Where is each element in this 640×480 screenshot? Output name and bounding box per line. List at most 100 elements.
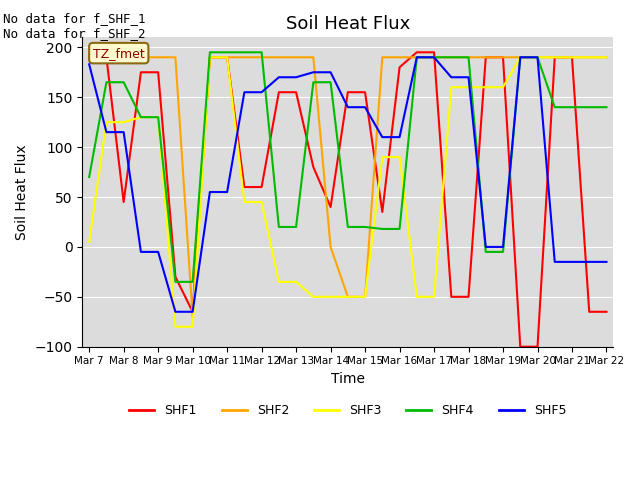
SHF3 bbox=[85, 239, 93, 245]
SHF3 bbox=[223, 54, 231, 60]
SHF1 bbox=[551, 54, 559, 60]
SHF1 bbox=[361, 89, 369, 95]
SHF4 bbox=[603, 104, 611, 110]
SHF5 bbox=[292, 74, 300, 80]
SHF5 bbox=[102, 129, 110, 135]
SHF1 bbox=[516, 344, 524, 349]
SHF4 bbox=[534, 54, 541, 60]
SHF4 bbox=[413, 54, 420, 60]
SHF5 bbox=[447, 74, 455, 80]
SHF5 bbox=[378, 134, 386, 140]
SHF2 bbox=[447, 54, 455, 60]
SHF5 bbox=[413, 54, 420, 60]
Line: SHF1: SHF1 bbox=[89, 52, 607, 347]
SHF1 bbox=[154, 70, 162, 75]
SHF2 bbox=[206, 54, 214, 60]
SHF4 bbox=[447, 54, 455, 60]
SHF2 bbox=[172, 54, 179, 60]
SHF2 bbox=[85, 54, 93, 60]
SHF3 bbox=[396, 154, 403, 160]
SHF5 bbox=[206, 189, 214, 195]
SHF2 bbox=[396, 54, 403, 60]
SHF2 bbox=[344, 294, 351, 300]
SHF5 bbox=[396, 134, 403, 140]
SHF1 bbox=[603, 309, 611, 315]
SHF1 bbox=[534, 344, 541, 349]
SHF5 bbox=[120, 129, 127, 135]
SHF3 bbox=[482, 84, 490, 90]
SHF4 bbox=[275, 224, 283, 230]
SHF1 bbox=[378, 209, 386, 215]
SHF2 bbox=[327, 244, 335, 250]
SHF4 bbox=[241, 49, 248, 55]
SHF3 bbox=[120, 120, 127, 125]
SHF3 bbox=[206, 54, 214, 60]
SHF5 bbox=[499, 244, 507, 250]
Legend: SHF1, SHF2, SHF3, SHF4, SHF5: SHF1, SHF2, SHF3, SHF4, SHF5 bbox=[124, 399, 572, 422]
SHF1 bbox=[430, 49, 438, 55]
SHF3 bbox=[344, 294, 351, 300]
SHF5 bbox=[258, 89, 266, 95]
SHF4 bbox=[258, 49, 266, 55]
SHF2 bbox=[361, 294, 369, 300]
SHF1 bbox=[586, 309, 593, 315]
SHF2 bbox=[189, 314, 196, 320]
SHF4 bbox=[223, 49, 231, 55]
SHF1 bbox=[482, 54, 490, 60]
SHF1 bbox=[206, 54, 214, 60]
Line: SHF5: SHF5 bbox=[89, 57, 607, 312]
SHF4 bbox=[206, 49, 214, 55]
SHF5 bbox=[534, 54, 541, 60]
SHF1 bbox=[310, 164, 317, 170]
SHF1 bbox=[241, 184, 248, 190]
SHF3 bbox=[465, 84, 472, 90]
SHF5 bbox=[172, 309, 179, 315]
SHF2 bbox=[499, 54, 507, 60]
SHF3 bbox=[516, 54, 524, 60]
SHF3 bbox=[361, 294, 369, 300]
SHF3 bbox=[137, 114, 145, 120]
SHF5 bbox=[154, 249, 162, 255]
SHF5 bbox=[275, 74, 283, 80]
SHF4 bbox=[586, 104, 593, 110]
SHF2 bbox=[603, 54, 611, 60]
SHF2 bbox=[310, 54, 317, 60]
SHF4 bbox=[327, 79, 335, 85]
SHF1 bbox=[102, 54, 110, 60]
Line: SHF4: SHF4 bbox=[89, 52, 607, 282]
SHF5 bbox=[603, 259, 611, 265]
SHF5 bbox=[85, 61, 93, 67]
SHF3 bbox=[534, 54, 541, 60]
SHF2 bbox=[102, 54, 110, 60]
SHF3 bbox=[430, 294, 438, 300]
SHF3 bbox=[378, 154, 386, 160]
SHF2 bbox=[534, 54, 541, 60]
SHF4 bbox=[85, 174, 93, 180]
SHF3 bbox=[102, 120, 110, 125]
SHF4 bbox=[154, 114, 162, 120]
SHF2 bbox=[413, 54, 420, 60]
SHF3 bbox=[310, 294, 317, 300]
SHF2 bbox=[258, 54, 266, 60]
X-axis label: Time: Time bbox=[331, 372, 365, 386]
SHF5 bbox=[568, 259, 576, 265]
SHF1 bbox=[499, 54, 507, 60]
SHF4 bbox=[378, 226, 386, 232]
SHF5 bbox=[223, 189, 231, 195]
SHF3 bbox=[568, 54, 576, 60]
SHF3 bbox=[241, 199, 248, 205]
SHF2 bbox=[154, 54, 162, 60]
Line: SHF3: SHF3 bbox=[89, 57, 607, 327]
SHF2 bbox=[482, 54, 490, 60]
SHF1 bbox=[447, 294, 455, 300]
SHF4 bbox=[292, 224, 300, 230]
SHF5 bbox=[430, 54, 438, 60]
SHF4 bbox=[568, 104, 576, 110]
Text: No data for f_SHF_1
No data for f_SHF_2: No data for f_SHF_1 No data for f_SHF_2 bbox=[3, 12, 146, 40]
SHF2 bbox=[465, 54, 472, 60]
SHF2 bbox=[516, 54, 524, 60]
SHF3 bbox=[603, 54, 611, 60]
SHF5 bbox=[327, 70, 335, 75]
SHF3 bbox=[499, 84, 507, 90]
SHF1 bbox=[568, 54, 576, 60]
